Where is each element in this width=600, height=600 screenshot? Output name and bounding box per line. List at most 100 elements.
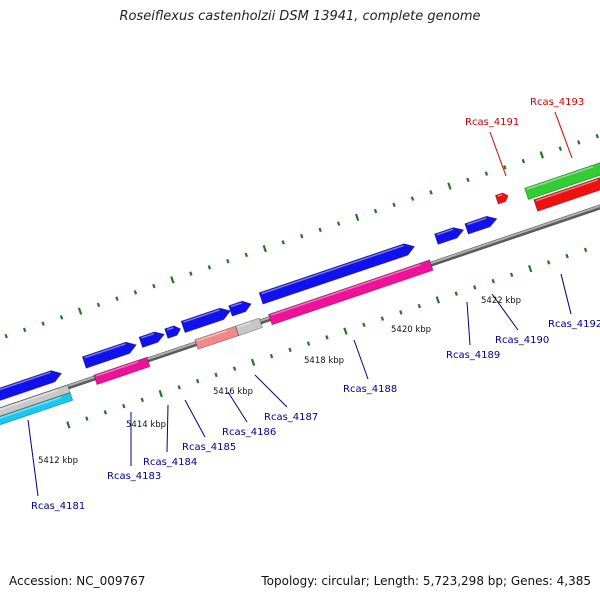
inner-tick [122, 403, 126, 409]
scale-label: 5418 kbp [304, 356, 344, 366]
map-title: Roseiflexus castenholzii DSM 13941, comp… [119, 9, 481, 24]
gene-green-4193 [524, 162, 600, 201]
inner-tick [177, 385, 181, 390]
outer-tick [170, 276, 175, 284]
outer-tick [466, 177, 470, 183]
outer-tick [595, 133, 599, 139]
gene-cds-4186a [228, 300, 252, 317]
scale-label: 5420 kbp [391, 325, 431, 335]
leader-line [466, 301, 471, 346]
gene-green-4193-sheen [526, 165, 594, 190]
gene-cds-4190 [464, 215, 498, 235]
outer-tick [262, 244, 267, 253]
outer-tick [226, 258, 230, 264]
gene-label: Rcas_4184 [143, 457, 197, 468]
outer-tick [4, 333, 8, 339]
gene-cds-4186a-sheen [230, 302, 242, 308]
gene-rna-4188 [267, 259, 434, 326]
inner-tick [380, 316, 385, 321]
gene-rna-4188-sheen [270, 263, 421, 316]
outer-tick [244, 252, 248, 258]
gene-cds-4183a-sheen [84, 343, 126, 359]
outer-tick [281, 240, 285, 245]
inner-tick [269, 353, 274, 359]
leader-line [166, 404, 169, 453]
leader-line [27, 419, 39, 497]
outer-tick [429, 190, 433, 195]
outer-tick [336, 221, 341, 226]
gene-pseudo-4186 [234, 317, 263, 337]
inner-tick [362, 322, 366, 328]
outer-tick [354, 213, 360, 222]
outer-tick [22, 327, 27, 333]
scale-label: 5414 kbp [126, 420, 166, 430]
leader-line [554, 111, 573, 159]
gene-label: Rcas_4188 [343, 384, 397, 395]
gene-cyan-4181 [0, 392, 74, 426]
inner-tick [343, 327, 348, 335]
gene-cds-4187 [258, 243, 416, 305]
outer-tick [484, 171, 489, 176]
inner-tick [288, 347, 292, 353]
inner-tick [491, 278, 495, 284]
topology-summary: Topology: circular; Length: 5,723,298 bp… [261, 574, 591, 588]
gene-label: Rcas_4185 [182, 442, 236, 453]
inner-tick [232, 366, 237, 371]
gene-red-4191-sheen [497, 194, 503, 197]
inner-tick [158, 389, 163, 398]
inner-tick [583, 247, 588, 253]
gene-cds-4189 [433, 227, 465, 245]
leader-line [254, 374, 288, 408]
gene-pseudo-4186-sheen [237, 322, 251, 328]
gene-cds-4190-sheen [466, 217, 487, 226]
inner-tick [546, 260, 551, 265]
scale-label: 5412 kbp [38, 456, 78, 466]
outer-tick [96, 302, 101, 308]
gene-cds-4181-sheen [0, 371, 51, 391]
gene-rna-4183 [93, 356, 151, 386]
inner-tick [306, 341, 311, 346]
gene-label: Rcas_4181 [31, 501, 85, 512]
outer-tick [318, 227, 322, 233]
gene-cds-4189-sheen [436, 228, 454, 236]
inner-tick [325, 335, 329, 340]
outer-tick [577, 140, 581, 145]
inner-tick [510, 272, 514, 278]
leader-line [227, 391, 248, 423]
outer-tick [133, 290, 138, 295]
scale-label: 5416 kbp [213, 387, 253, 397]
outer-tick [410, 196, 415, 201]
gene-pseudo-4181-sheen [0, 389, 59, 411]
gene-cyan-4181-sheen [0, 396, 62, 419]
outer-tick [189, 271, 193, 276]
gene-rna-4183-sheen [95, 361, 139, 377]
gene-cds-4184b-sheen [166, 326, 174, 331]
gene-label: Rcas_4190 [495, 335, 549, 346]
label-leader-lines [27, 111, 573, 497]
outer-tick [115, 296, 119, 301]
outer-tick [558, 146, 562, 151]
gene-label: Rcas_4186 [222, 427, 276, 438]
inner-tick [140, 397, 144, 403]
leader-line [491, 293, 519, 331]
inner-tick [250, 358, 256, 367]
gene-label: Rcas_4189 [446, 350, 500, 361]
inner-tick [454, 291, 458, 296]
inner-tick [435, 296, 440, 304]
outer-tick [77, 307, 83, 315]
inner-tick [527, 264, 533, 273]
scale-label: 5422 kbp [481, 296, 521, 306]
leader-line [184, 399, 206, 438]
outer-tick [300, 233, 304, 239]
gene-salmon-4186-sheen [196, 330, 227, 342]
gene-cds-4184a [138, 331, 166, 349]
gene-features [0, 162, 600, 426]
gene-red-4191 [494, 192, 509, 205]
tick-marks [4, 133, 599, 429]
gene-labels: Rcas_4181 Rcas_4183 Rcas_4184 Rcas_4185 Rcas… [31, 97, 600, 512]
outer-tick [207, 265, 212, 270]
gene-cds-4187-sheen [261, 244, 404, 295]
inner-tick [565, 253, 569, 259]
inner-tick [399, 310, 403, 315]
